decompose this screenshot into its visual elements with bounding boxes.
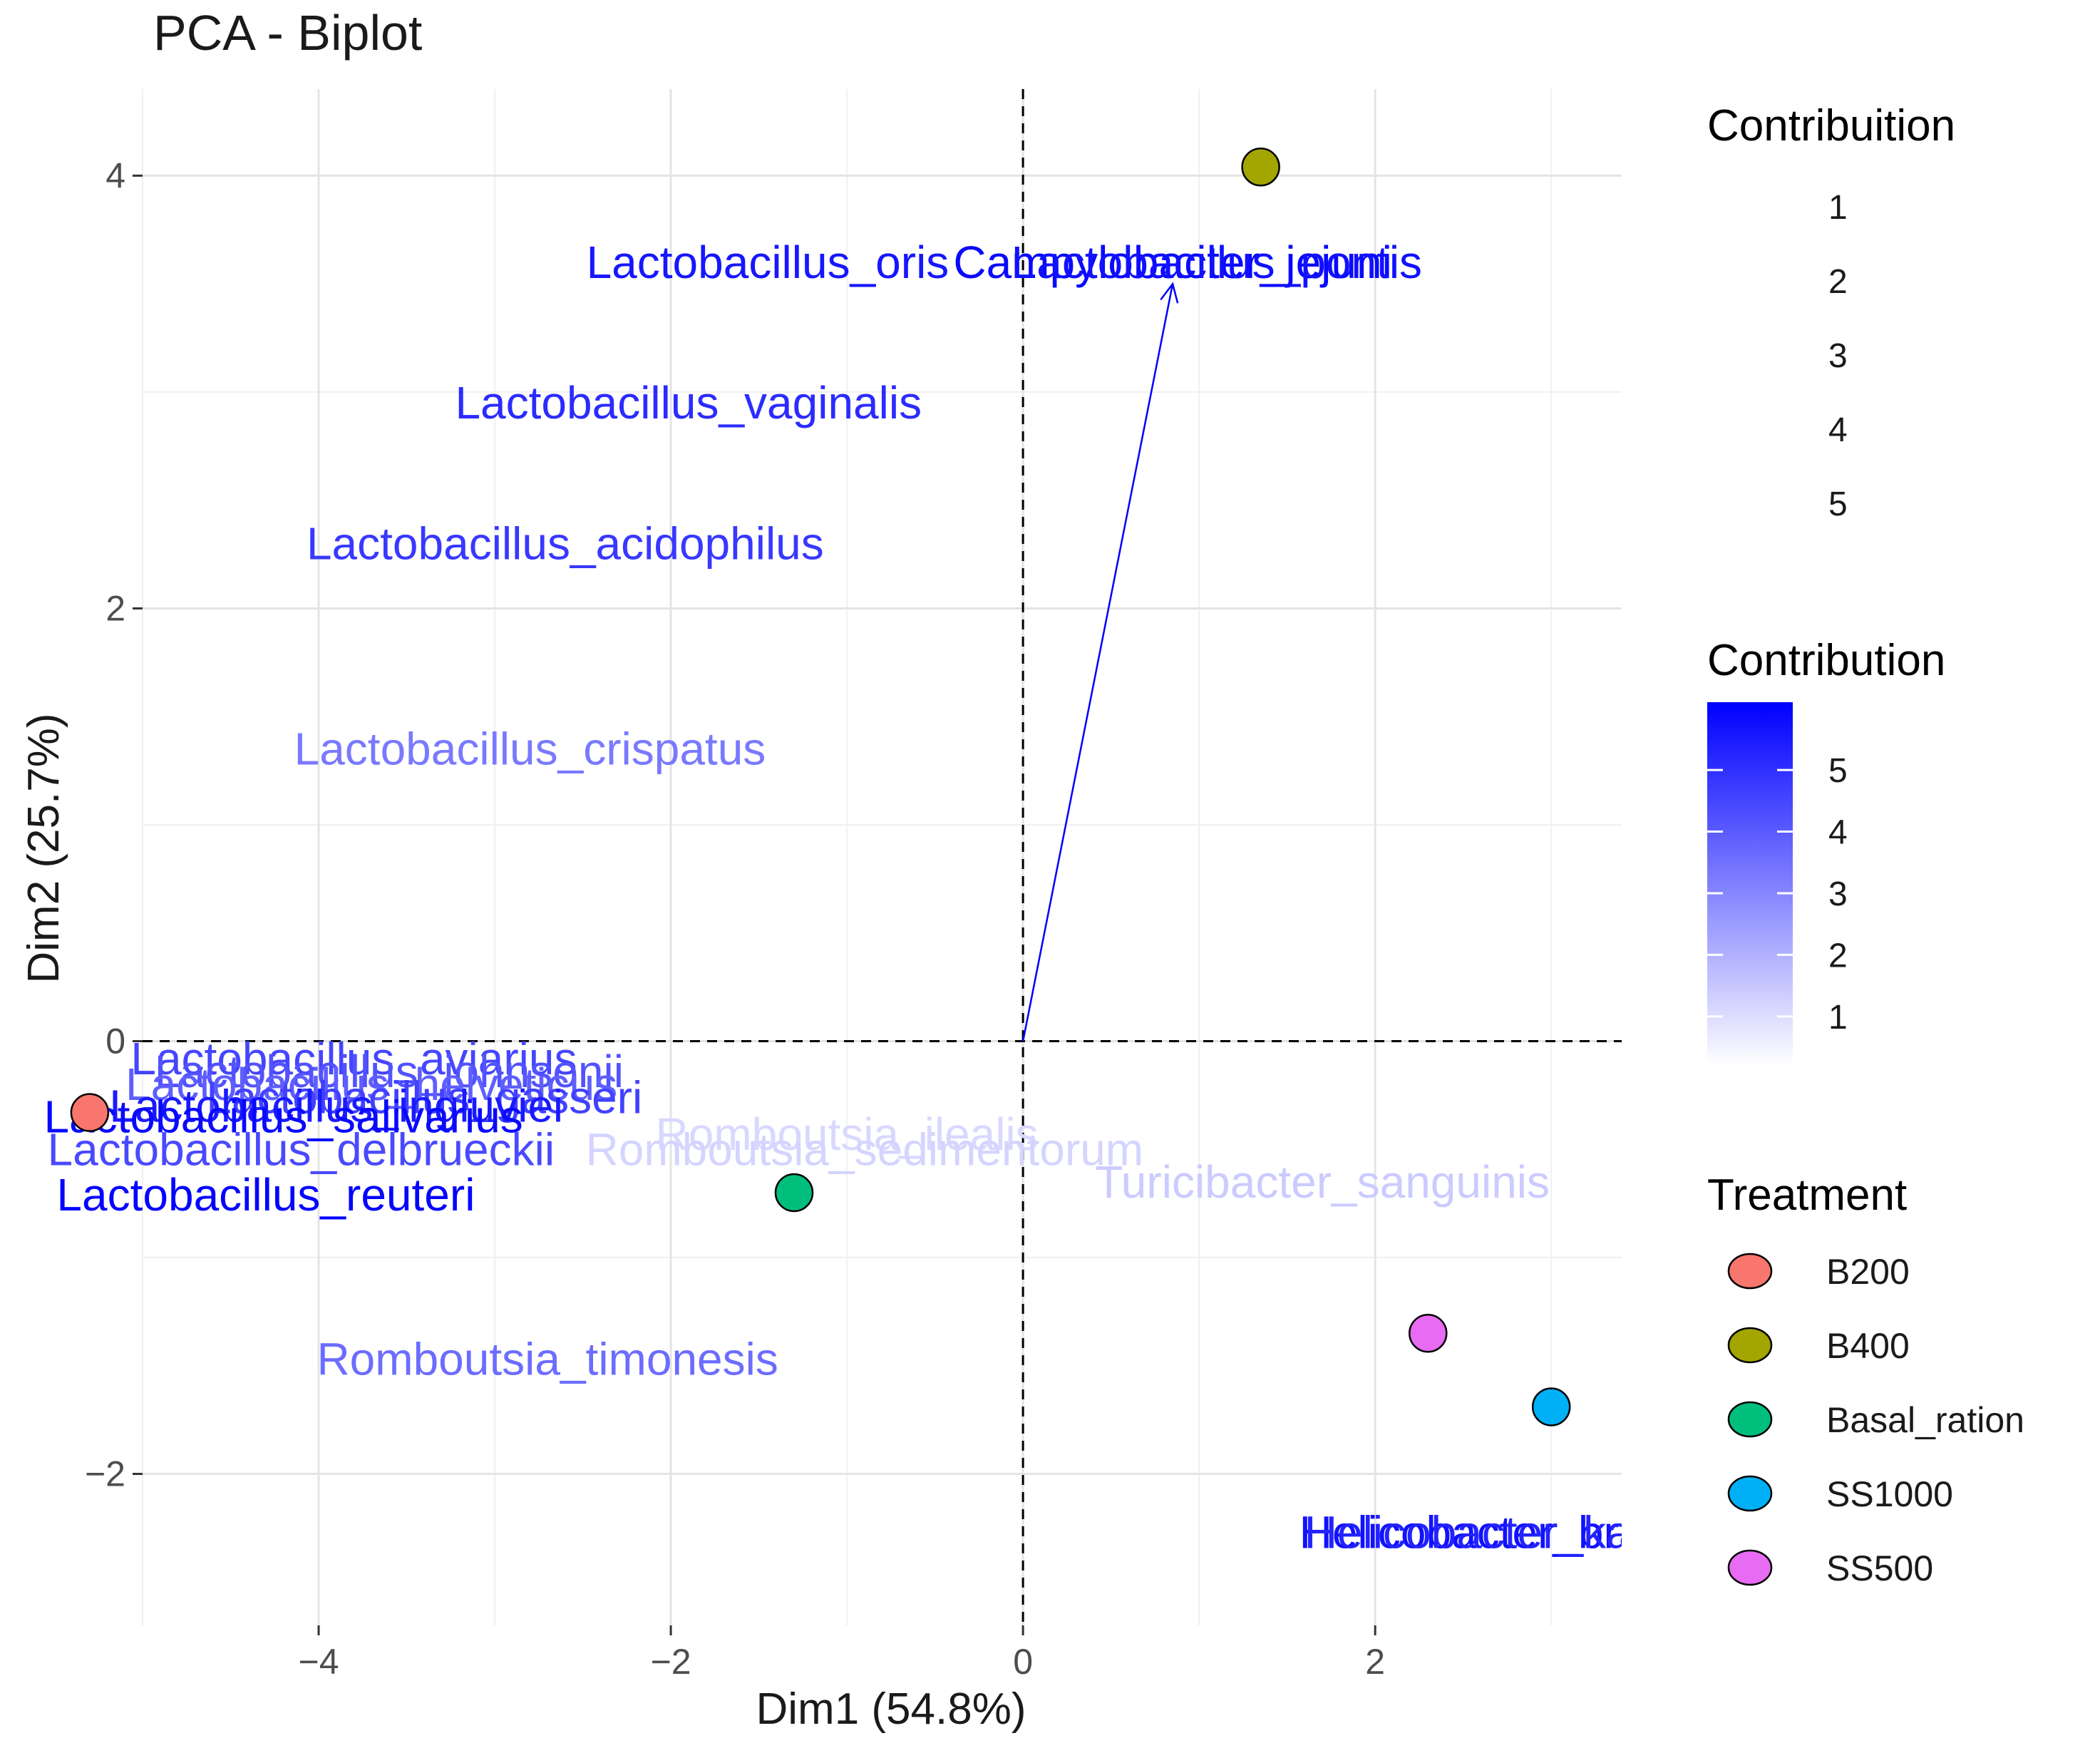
x-tick-label: −4 bbox=[299, 1642, 339, 1682]
colorbar-tick-label: 1 bbox=[1828, 999, 1848, 1037]
variable-label: Lactobacillus_oris bbox=[587, 237, 949, 288]
variable-label: Lactobacillus_pontis bbox=[1012, 237, 1422, 288]
legend-treatment-item: Basal_ration bbox=[1826, 1400, 2024, 1440]
variable-label: Lactobacillus_salivarius bbox=[43, 1091, 523, 1143]
variable-label: Lactobacillus_helveticus bbox=[125, 1059, 617, 1110]
contribution-colorbar bbox=[1707, 702, 1793, 1066]
variable-label: Lactobacillus_reuteri bbox=[56, 1169, 475, 1220]
x-axis-title: Dim1 (54.8%) bbox=[756, 1685, 1026, 1734]
colorbar-tick-label: 4 bbox=[1828, 814, 1848, 852]
legend-contribution-title: Contribution bbox=[1707, 636, 1945, 685]
point-ss500 bbox=[1409, 1313, 1448, 1353]
variable-label: Lactobacillus_ingluviei bbox=[109, 1081, 563, 1132]
variable-label: Lactobacillus_aviarius bbox=[130, 1033, 577, 1084]
legend-contribuition-item: 5 bbox=[1828, 485, 1848, 523]
variable-label: Turicibacter_sanguinis bbox=[1095, 1156, 1550, 1208]
legend-treatment-key-b200 bbox=[1727, 1253, 1773, 1290]
variable-label: Lactobacillus_acidophilus bbox=[307, 518, 824, 569]
legend-contribuition-item: 2 bbox=[1828, 263, 1848, 301]
colorbar-tick-label: 5 bbox=[1828, 752, 1848, 790]
legend-treatment-item: B400 bbox=[1826, 1326, 1910, 1366]
point-b400 bbox=[1241, 148, 1280, 187]
legend-treatment-title: Treatment bbox=[1707, 1171, 1907, 1220]
variable-label: Lactobacillus_delbrueckii bbox=[48, 1124, 555, 1175]
loading-arrow-head bbox=[1160, 282, 1179, 304]
legend-treatment-item: B200 bbox=[1826, 1252, 1910, 1292]
y-tick-label: −2 bbox=[85, 1454, 125, 1494]
x-tick-label: −2 bbox=[651, 1642, 691, 1682]
legend-treatment-key-ss1000 bbox=[1727, 1475, 1773, 1512]
x-tick-label: 2 bbox=[1365, 1642, 1385, 1682]
colorbar-tick-label: 3 bbox=[1828, 875, 1848, 913]
legend-contribuition-item: 3 bbox=[1828, 337, 1848, 375]
x-tick-label: 0 bbox=[1013, 1642, 1033, 1682]
legend-treatment-item: SS500 bbox=[1826, 1548, 1933, 1588]
variable-label: Lactobacillus_crispatus bbox=[294, 724, 766, 775]
legend-treatment-item: SS1000 bbox=[1826, 1474, 1953, 1514]
variable-label: Lactobacillus_johnsonii bbox=[155, 1046, 624, 1097]
variable-label: Campylobacter_jejuni bbox=[953, 237, 1391, 288]
legend-contribuition-title: Contribuition bbox=[1707, 101, 1955, 150]
panel-clip-mask bbox=[1622, 0, 2100, 1739]
variable-label: Lactobacillus_gasseri bbox=[206, 1071, 642, 1123]
legend-contribuition-item: 1 bbox=[1828, 189, 1848, 227]
y-axis-title: Dim2 (25.7%) bbox=[19, 714, 68, 984]
chart-title: PCA - Biplot bbox=[153, 5, 422, 61]
legend-treatment-key-ss500 bbox=[1727, 1549, 1773, 1586]
y-tick-label: 4 bbox=[105, 155, 125, 195]
legend-treatment-key-basal_ration bbox=[1727, 1401, 1773, 1438]
legend-contribuition-item: 4 bbox=[1828, 411, 1848, 449]
variable-label: Romboutsia_sedimentorum bbox=[586, 1124, 1144, 1175]
point-ss1000 bbox=[1531, 1387, 1571, 1426]
y-tick-label: 2 bbox=[105, 588, 125, 628]
variable-label: Romboutsia_ilealis bbox=[656, 1109, 1039, 1160]
point-b200 bbox=[70, 1093, 110, 1132]
colorbar-tick-label: 2 bbox=[1828, 937, 1848, 975]
legends: Contribuition 1 2 3 4 5 Contribution 1 2 3 4 5 Treat… bbox=[1622, 0, 2100, 1739]
point-basal_ration bbox=[774, 1173, 814, 1213]
variable-label: Lactobacillus_vaginalis bbox=[455, 377, 922, 428]
variable-label: Romboutsia_timonesis bbox=[316, 1334, 778, 1385]
legend-treatment-key-b400 bbox=[1727, 1327, 1773, 1364]
plot-panel: −4 −2 0 2 −2 0 2 4 Lactobacillus_oris Campylobact… bbox=[43, 89, 1733, 1682]
y-tick-label: 0 bbox=[105, 1021, 125, 1061]
loading-arrow bbox=[1021, 283, 1174, 1042]
